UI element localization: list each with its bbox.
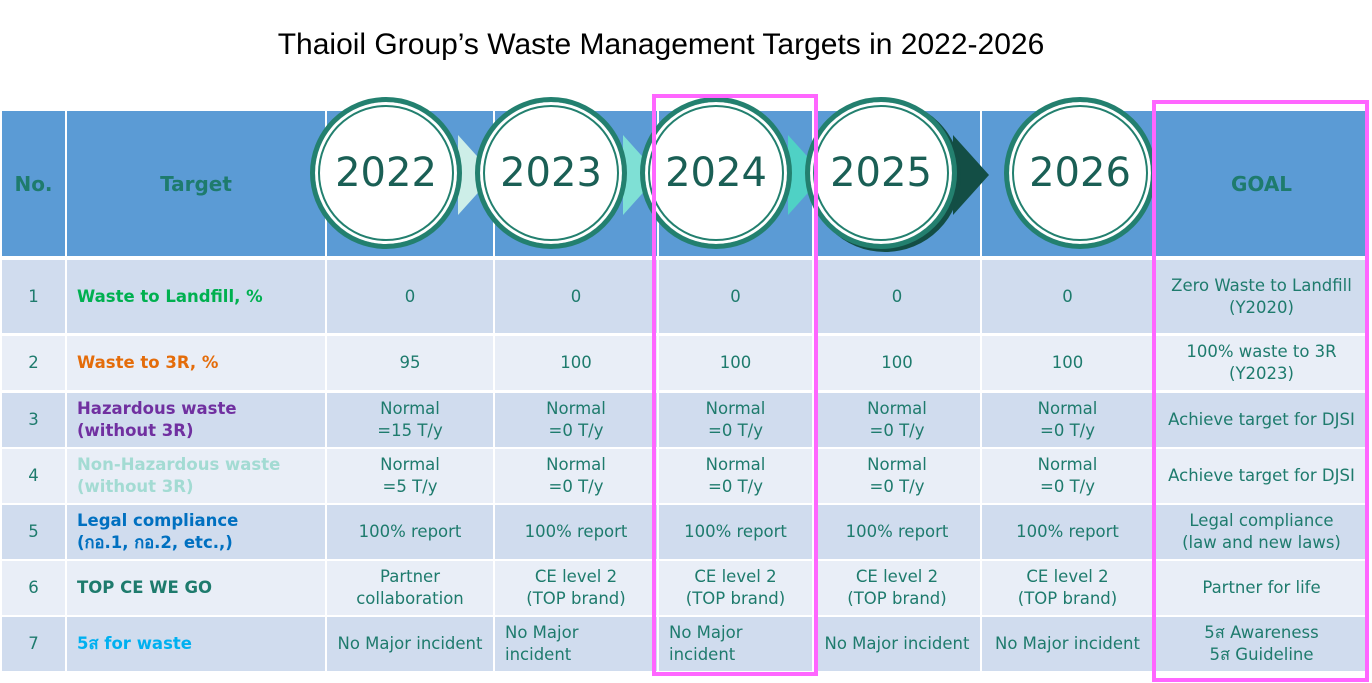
year-circle-2025: 2025 — [805, 97, 957, 249]
goal-cell: Achieve target for DJSI — [1155, 393, 1368, 447]
header-target: Target — [67, 111, 325, 256]
year-circle-2023: 2023 — [475, 97, 627, 249]
year-value-2022: Partner collaboration — [327, 561, 493, 615]
year-value-2026: 100% report — [982, 505, 1153, 559]
year-circle-2022: 2022 — [310, 97, 462, 249]
year-value-2023: Normal =0 T/y — [495, 393, 657, 447]
target-label: TOP CE WE GO — [67, 561, 325, 615]
year-value-2026: No Major incident — [982, 617, 1153, 671]
row-number: 3 — [2, 393, 65, 447]
year-value-2025: No Major incident — [814, 617, 980, 671]
page-title: Thaioil Group’s Waste Management Targets… — [277, 28, 1045, 61]
row-number: 6 — [2, 561, 65, 615]
year-value-2026: CE level 2 (TOP brand) — [982, 561, 1153, 615]
goal-cell: Zero Waste to Landfill (Y2020) — [1155, 260, 1368, 333]
header-goal: GOAL — [1155, 111, 1368, 256]
year-value-2024: 100 — [659, 336, 812, 390]
year-value-2023: 0 — [495, 260, 657, 333]
year-value-2026: Normal =0 T/y — [982, 393, 1153, 447]
year-value-2026: Normal =0 T/y — [982, 449, 1153, 503]
year-value-2022: 100% report — [327, 505, 493, 559]
row-number: 5 — [2, 505, 65, 559]
year-value-2022: Normal =5 T/y — [327, 449, 493, 503]
goal-cell: 5ส Awareness 5ส Guideline — [1155, 617, 1368, 671]
goal-cell: Legal compliance (law and new laws) — [1155, 505, 1368, 559]
year-circle-2026: 2026 — [1004, 97, 1156, 249]
year-value-2025: 0 — [814, 260, 980, 333]
year-value-2024: 100% report — [659, 505, 812, 559]
year-circle-2024: 2024 — [640, 97, 792, 249]
goal-cell: Achieve target for DJSI — [1155, 449, 1368, 503]
year-value-2022: 95 — [327, 336, 493, 390]
year-value-2024: Normal =0 T/y — [659, 449, 812, 503]
year-value-2023: 100 — [495, 336, 657, 390]
year-value-2024: No Major incident — [659, 617, 812, 671]
year-value-2022: No Major incident — [327, 617, 493, 671]
row-number: 4 — [2, 449, 65, 503]
target-label: Hazardous waste (without 3R) — [67, 393, 325, 447]
year-value-2025: Normal =0 T/y — [814, 449, 980, 503]
year-value-2026: 100 — [982, 336, 1153, 390]
goal-cell: Partner for life — [1155, 561, 1368, 615]
year-value-2024: CE level 2 (TOP brand) — [659, 561, 812, 615]
target-label: Non-Hazardous waste (without 3R) — [67, 449, 325, 503]
year-value-2023: No Major incident — [495, 617, 657, 671]
goal-cell: 100% waste to 3R (Y2023) — [1155, 336, 1368, 390]
target-label: Legal compliance (กอ.1, กอ.2, etc.,) — [67, 505, 325, 559]
year-value-2025: Normal =0 T/y — [814, 393, 980, 447]
header-no: No. — [2, 111, 65, 256]
year-value-2025: CE level 2 (TOP brand) — [814, 561, 980, 615]
year-value-2023: CE level 2 (TOP brand) — [495, 561, 657, 615]
row-number: 2 — [2, 336, 65, 390]
year-value-2026: 0 — [982, 260, 1153, 333]
arrow-icon — [953, 135, 989, 215]
year-value-2025: 100 — [814, 336, 980, 390]
target-label: Waste to 3R, % — [67, 336, 325, 390]
row-number: 1 — [2, 260, 65, 333]
year-value-2025: 100% report — [814, 505, 980, 559]
row-number: 7 — [2, 617, 65, 671]
target-label: 5ส for waste — [67, 617, 325, 671]
year-value-2022: 0 — [327, 260, 493, 333]
year-value-2023: Normal =0 T/y — [495, 449, 657, 503]
target-label: Waste to Landfill, % — [67, 260, 325, 333]
year-value-2024: 0 — [659, 260, 812, 333]
year-value-2022: Normal =15 T/y — [327, 393, 493, 447]
year-value-2023: 100% report — [495, 505, 657, 559]
year-value-2024: Normal =0 T/y — [659, 393, 812, 447]
